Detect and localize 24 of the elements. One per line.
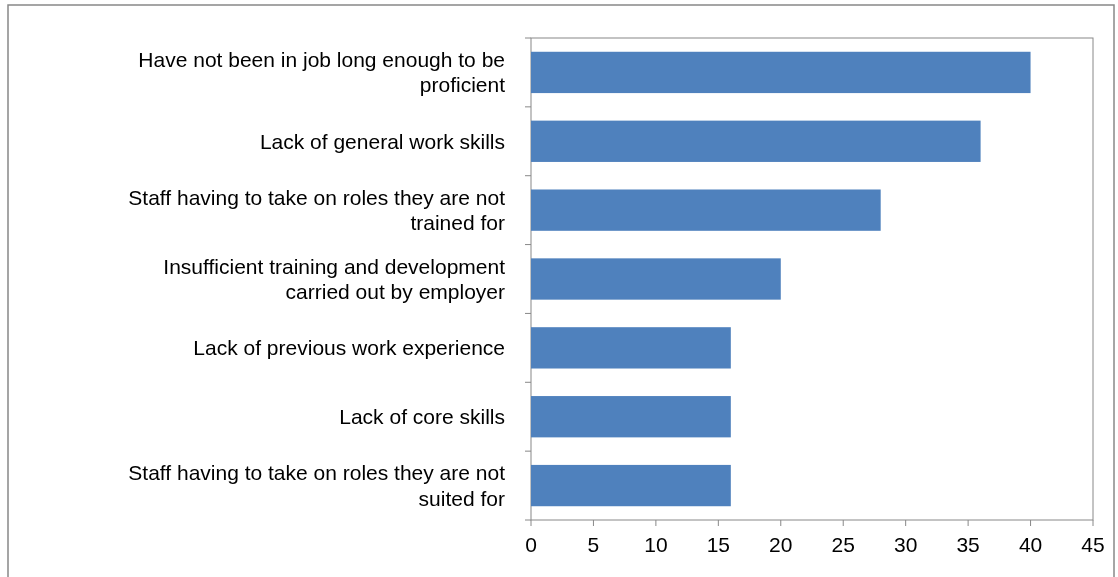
y-tick-label: Staff having to take on roles they are not trained for [128, 185, 506, 235]
bar [531, 327, 731, 369]
bar [531, 396, 731, 438]
x-tick-label: 0 [525, 533, 537, 556]
x-tick-label: 20 [769, 533, 793, 556]
y-tick-label: Staff having to take on roles they are not suited for [128, 461, 506, 510]
bar [531, 258, 781, 300]
y-tick-label: Lack of general work skills [259, 129, 505, 153]
bar [531, 51, 1031, 94]
x-tick-label: 40 [1018, 533, 1043, 556]
x-tick-label: 35 [956, 533, 980, 556]
y-tick-label: Insufficient training and development carried out by employer [163, 254, 506, 303]
y-tick-label: Lack of core skills [339, 405, 505, 429]
bar [531, 464, 731, 507]
x-tick-label: 10 [644, 533, 668, 556]
x-tick-label: 25 [831, 533, 855, 556]
x-tick-label: 45 [1081, 533, 1105, 556]
x-tick-label: 5 [587, 533, 600, 556]
y-tick-label: Lack of previous work experience [193, 336, 505, 360]
x-tick-label: 15 [706, 533, 731, 556]
bar [531, 120, 981, 162]
y-tick-label: Have not been in job long enough to be proficient [138, 48, 506, 97]
x-tick-label: 30 [893, 533, 918, 556]
bar [531, 189, 881, 231]
